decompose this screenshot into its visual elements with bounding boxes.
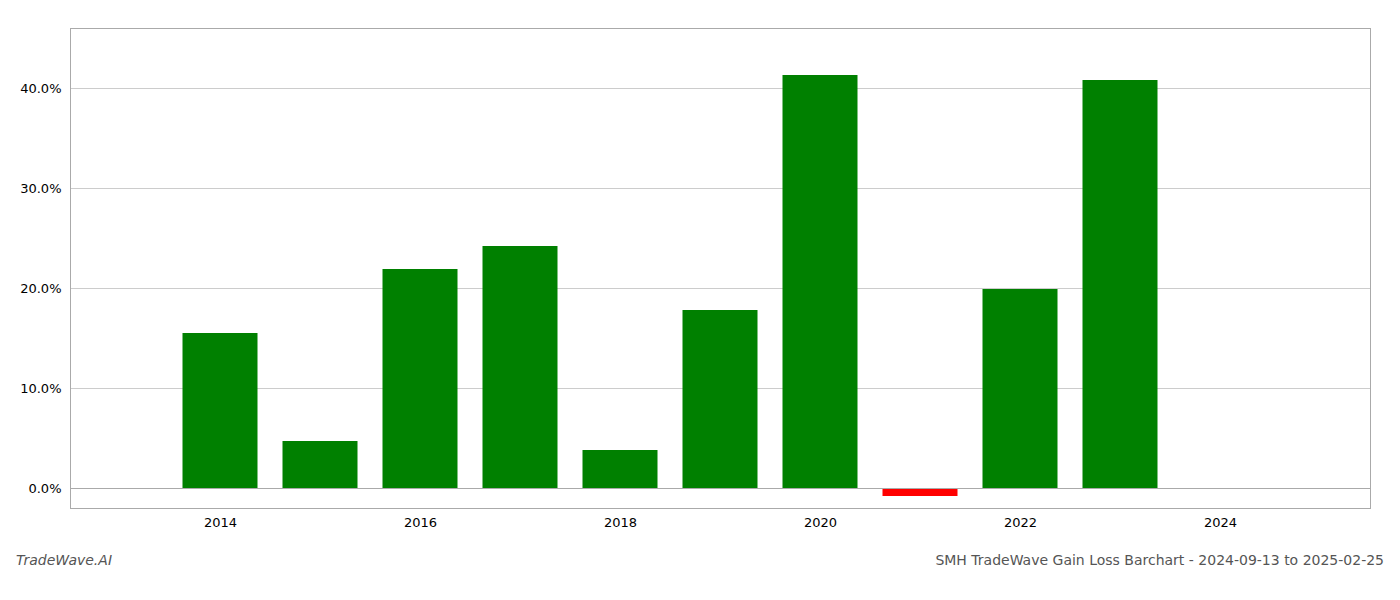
- svg-text:20.0%: 20.0%: [20, 281, 61, 296]
- svg-text:30.0%: 30.0%: [20, 181, 61, 196]
- svg-text:40.0%: 40.0%: [20, 81, 61, 96]
- svg-text:10.0%: 10.0%: [20, 381, 61, 396]
- html-text:TradeWave.AI: TradeWave.AI: [16, 552, 112, 568]
- svg-text:2020: 2020: [804, 515, 837, 530]
- html-text:SMH TradeWave Gain Loss Barcha: SMH TradeWave Gain Loss Barchart - 2024-…: [935, 552, 1384, 568]
- svg-text:2016: 2016: [404, 515, 437, 530]
- svg-text:2022: 2022: [1004, 515, 1037, 530]
- svg-text:2018: 2018: [604, 515, 637, 530]
- svg-text:2024: 2024: [1204, 515, 1237, 530]
- svg-text:2014: 2014: [204, 515, 237, 530]
- svg-text:0.0%: 0.0%: [28, 481, 61, 496]
